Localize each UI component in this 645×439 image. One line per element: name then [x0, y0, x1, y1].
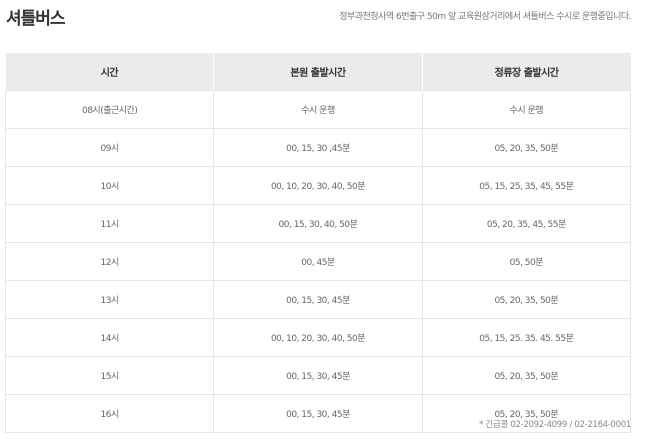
table-row: 10시 00, 10, 20, 30, 40, 50분 05, 15, 25, 35… — [4, 166, 632, 205]
cell-main-departure: 수시 운행 — [213, 90, 423, 129]
cell-stop-departure: 05, 15, 25, 35, 45, 55분 — [421, 166, 632, 205]
cell-time: 08시(출근시간) — [4, 90, 215, 129]
cell-time: 12시 — [4, 242, 215, 281]
page-title: 셔틀버스 — [6, 9, 66, 29]
cell-main-departure: 00, 15, 30, 45분 — [213, 280, 423, 319]
table-row: 13시 00, 15, 30, 45분 05, 20, 35, 50분 — [4, 280, 632, 319]
cell-time: 15시 — [4, 356, 215, 395]
cell-main-departure: 00, 15, 30, 45분 — [213, 356, 423, 395]
cell-time: 09시 — [4, 128, 215, 167]
cell-stop-departure: 05, 20, 35, 45, 55분 — [421, 204, 632, 243]
header-time: 시간 — [5, 53, 214, 91]
cell-stop-departure: 05, 20, 35, 50분 — [421, 280, 632, 319]
cell-stop-departure: 05, 20, 35, 50분 — [421, 128, 632, 167]
cell-main-departure: 00, 45분 — [213, 242, 423, 281]
cell-main-departure: 00, 10, 20, 30, 40, 50분 — [213, 166, 423, 205]
cell-stop-departure: 05, 50분 — [421, 242, 632, 281]
cell-stop-departure: 05, 15, 25. 35. 45. 55분 — [421, 318, 632, 357]
shuttle-schedule-table: 시간 본원 출발시간 정류장 출발시간 08시(출근시간) 수시 운행 수시 운행 0… — [4, 53, 632, 433]
cell-stop-departure: 05, 20, 35, 50분 — [421, 356, 632, 395]
cell-stop-departure: 수시 운행 — [421, 90, 632, 129]
emergency-contact: * 긴급콜 02-2092-4099 / 02-2164-0001 — [479, 420, 631, 430]
header-stop-departure: 정류장 출발시간 — [421, 53, 631, 91]
table-row: 08시(출근시간) 수시 운행 수시 운행 — [4, 90, 632, 129]
cell-main-departure: 00, 15, 30 ,45분 — [213, 128, 423, 167]
cell-main-departure: 00, 10, 20, 30, 40, 50분 — [213, 318, 423, 357]
cell-time: 10시 — [4, 166, 215, 205]
table-row: 11시 00, 15, 30, 40, 50분 05, 20, 35, 45, 55… — [4, 204, 632, 243]
table-row: 12시 00, 45분 05, 50분 — [4, 242, 632, 281]
cell-time: 14시 — [4, 318, 215, 357]
cell-time: 16시 — [4, 394, 215, 433]
header-main-departure: 본원 출발시간 — [213, 53, 423, 91]
table-row: 14시 00, 10, 20, 30, 40, 50분 05, 15, 25. 35… — [4, 318, 632, 357]
table-row: 15시 00, 15, 30, 45분 05, 20, 35, 50분 — [4, 356, 632, 395]
table-header-row: 시간 본원 출발시간 정류장 출발시간 — [5, 53, 631, 91]
cell-time: 11시 — [4, 204, 215, 243]
cell-main-departure: 00, 15, 30, 40, 50분 — [213, 204, 423, 243]
table-row: 16시 00, 15, 30, 45분 05, 20, 35, 50분 — [4, 394, 632, 433]
cell-main-departure: 00, 15, 30, 45분 — [213, 394, 423, 433]
notice-text: 정부과천청사역 6번출구 50m 앞 교육원삼거리에서 셔틀버스 수시로 운행중… — [339, 12, 631, 22]
cell-time: 13시 — [4, 280, 215, 319]
table-row: 09시 00, 15, 30 ,45분 05, 20, 35, 50분 — [4, 128, 632, 167]
cell-stop-departure: 05, 20, 35, 50분 — [421, 394, 632, 433]
